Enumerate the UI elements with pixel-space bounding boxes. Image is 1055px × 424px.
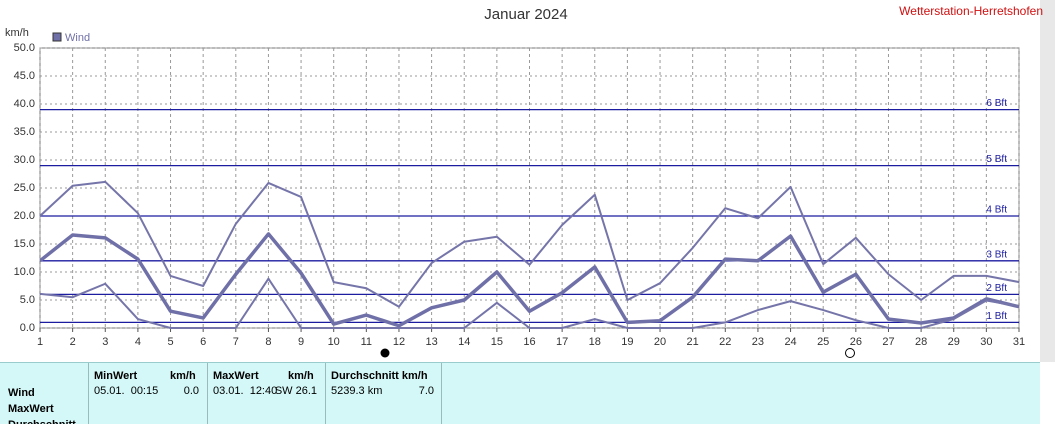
x-tick-label: 30 (980, 336, 992, 348)
x-tick-label: 29 (948, 336, 960, 348)
x-tick-label: 6 (200, 336, 206, 348)
stats-text: SW 26.1 (274, 385, 317, 397)
x-tick-label: 14 (458, 336, 470, 348)
x-tick-label: 22 (719, 336, 731, 348)
x-tick-label: 9 (298, 336, 304, 348)
beaufort-label: 6 Bft (986, 98, 1007, 109)
y-tick-label: 0.0 (20, 322, 35, 334)
y-axis-label: km/h (5, 27, 29, 39)
side-panel (1040, 0, 1055, 362)
chart: Januar 2024 Wetterstation-Herretshofen k… (5, 0, 1055, 362)
x-tick-label: 21 (687, 336, 699, 348)
y-tick-label: 5.0 (20, 294, 35, 306)
y-tick-label: 20.0 (14, 210, 35, 222)
wind-line (40, 232, 1019, 328)
wind-line (40, 180, 1019, 308)
x-tick-label: 8 (265, 336, 271, 348)
stats-text: 0.0 (183, 385, 199, 397)
y-tick-label: 30.0 (14, 154, 35, 166)
y-tick-label: 40.0 (14, 98, 35, 110)
y-tick-label: 35.0 (14, 126, 35, 138)
x-tick-label: 18 (589, 336, 601, 348)
x-tick-label: 16 (523, 336, 535, 348)
stats-panel: MinWert km/h MaxWert km/h Durchschnitt km/h W… (0, 362, 1040, 424)
stats-text: 03.01. 12:40 (213, 385, 278, 397)
stats-text: MaxWert (213, 370, 259, 382)
stats-text: Durchschnitt km/h (331, 370, 428, 382)
x-tick-label: 23 (752, 336, 764, 348)
station-name: Wetterstation-Herretshofen (899, 4, 1043, 18)
x-tick-label: 2 (70, 336, 76, 348)
x-tick-label: 20 (654, 336, 666, 348)
y-tick-label: 10.0 (14, 266, 35, 278)
new-moon-icon (380, 348, 390, 358)
y-tick-label: 15.0 (14, 238, 35, 250)
chart-title: Januar 2024 (484, 6, 567, 23)
x-tick-label: 4 (135, 336, 141, 348)
x-tick-label: 10 (328, 336, 340, 348)
x-tick-label: 7 (233, 336, 239, 348)
x-tick-label: 27 (882, 336, 894, 348)
x-tick-label: 25 (817, 336, 829, 348)
x-tick-label: 1 (37, 336, 43, 348)
stats-text: 05.01. 00:15 (94, 385, 159, 397)
x-tick-label: 5 (167, 336, 173, 348)
x-tick-label: 15 (491, 336, 503, 348)
x-tick-label: 3 (102, 336, 108, 348)
legend-swatch (52, 32, 62, 42)
x-tick-label: 13 (425, 336, 437, 348)
stats-text: MaxWert (8, 403, 54, 415)
x-tick-label: 26 (850, 336, 862, 348)
stats-text: 7.0 (418, 385, 434, 397)
full-moon-icon (845, 348, 855, 358)
x-tick-label: 12 (393, 336, 405, 348)
stats-text: Durchschnitt (8, 419, 76, 424)
legend-label: Wind (65, 32, 90, 44)
x-tick-label: 17 (556, 336, 568, 348)
beaufort-label: 5 Bft (986, 154, 1007, 165)
beaufort-label: 4 Bft (986, 205, 1007, 216)
x-tick-label: 24 (784, 336, 796, 348)
x-tick-label: 19 (621, 336, 633, 348)
y-tick-label: 25.0 (14, 182, 35, 194)
stats-text: km/h (288, 370, 314, 382)
stats-text: Wind (8, 387, 35, 399)
y-tick-label: 45.0 (14, 70, 35, 82)
wind-line (40, 277, 1019, 329)
stats-text: 5239.3 km (331, 385, 383, 397)
x-tick-label: 31 (1013, 336, 1025, 348)
x-tick-label: 11 (361, 336, 372, 348)
x-tick-label: 28 (915, 336, 927, 348)
beaufort-label: 2 Bft (986, 283, 1007, 294)
stats-text: km/h (170, 370, 196, 382)
beaufort-label: 3 Bft (986, 249, 1007, 260)
beaufort-label: 1 Bft (986, 311, 1007, 322)
y-tick-label: 50.0 (14, 42, 35, 54)
stats-text: MinWert (94, 370, 138, 382)
